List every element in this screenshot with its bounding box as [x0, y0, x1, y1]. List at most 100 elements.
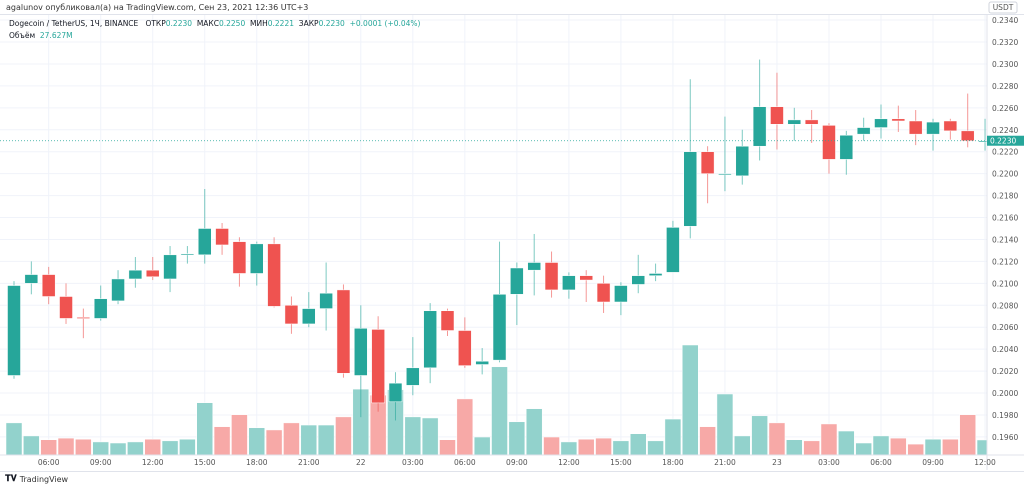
volume-bar: [682, 344, 699, 456]
candle-body: [232, 241, 247, 274]
volume-bar: [248, 427, 266, 456]
volume-bar: [629, 433, 647, 456]
price-tick-label: 0.2280: [992, 82, 1018, 91]
currency-label: USDT: [993, 3, 1014, 12]
volume-bar: [335, 416, 352, 456]
candle-body: [960, 130, 975, 141]
last-price-label: 0.2230: [990, 136, 1016, 145]
candle-body: [41, 274, 56, 297]
candle-body: [458, 330, 472, 366]
candle-body: [7, 285, 21, 376]
volume-bar: [213, 426, 231, 456]
volume-bar: [456, 398, 474, 456]
tradingview-logo-icon[interactable]: 𝐓𝐕: [5, 474, 17, 484]
volume-bar: [283, 422, 300, 456]
time-tick-label: 22: [356, 458, 366, 467]
volume-bar: [5, 422, 23, 456]
candle-body: [59, 296, 73, 319]
close-label: ЗАКР: [298, 19, 319, 28]
volume-bar: [57, 437, 75, 456]
volume-value: 27.627M: [39, 31, 73, 40]
candle-body: [544, 262, 559, 291]
candlestick-chart[interactable]: 0.1960 0.1980 0.2000 0.2020 0.2040 0.2060 0.20…: [0, 0, 1024, 472]
time-tick-label: 12:00: [142, 458, 164, 467]
volume-bar: [543, 436, 560, 456]
time-tick-label: 03:00: [402, 458, 424, 467]
grid-lines: [0, 15, 987, 455]
candles: [7, 59, 992, 421]
time-axis-ticks[interactable]: 06:00 09:00 12:00 15:00 18:00 21:00 22 03:00 06:…: [38, 458, 996, 467]
volume-bar: [23, 435, 40, 456]
low-label: МИН: [250, 19, 268, 28]
volume-label: Объём: [9, 31, 36, 40]
candle-body: [180, 253, 195, 256]
candle-body: [908, 120, 923, 135]
footer: 𝐓𝐕 TradingView: [5, 474, 68, 484]
price-tick-label: 0.2160: [992, 214, 1018, 223]
candle-body: [631, 275, 645, 285]
candle-body: [215, 228, 229, 246]
volume-bar: [109, 442, 127, 456]
volume-bar: [838, 430, 855, 456]
time-tick-label: 06:00: [454, 458, 476, 467]
candle-body: [440, 310, 455, 331]
volume-bar: [907, 443, 924, 456]
last-price-badge: [987, 135, 1024, 146]
candle-body: [354, 328, 368, 376]
candle-body: [510, 267, 524, 295]
symbol-title[interactable]: Dogecoin / TetherUS, 1Ч, BINANCE: [9, 19, 139, 28]
volume-bar: [75, 438, 92, 456]
candle-body: [145, 269, 160, 278]
price-tick-label: 0.2020: [992, 367, 1018, 376]
price-tick-label: 0.2340: [992, 16, 1018, 25]
time-tick-label: 18:00: [662, 458, 684, 467]
candle-body: [111, 278, 125, 302]
volume-bar: [265, 429, 283, 456]
time-tick-label: 18:00: [246, 458, 268, 467]
candle-body: [319, 292, 333, 309]
candle-body: [371, 329, 385, 404]
price-tick-label: 0.2040: [992, 345, 1018, 354]
candle-body: [492, 294, 507, 361]
candle-body: [388, 382, 403, 403]
low-value: 0.2221: [267, 19, 294, 28]
volume-bar: [699, 426, 716, 456]
candle-body: [874, 118, 888, 128]
volume-bar: [734, 435, 751, 456]
candle-body: [926, 121, 940, 135]
volume-bar: [942, 438, 959, 456]
time-tick-label: 15:00: [194, 458, 216, 467]
price-tick-label: 0.2000: [992, 389, 1018, 398]
candle-body: [163, 254, 177, 280]
volume-bar: [491, 366, 508, 456]
price-axis[interactable]: [987, 15, 1024, 455]
price-tick-label: 0.2260: [992, 104, 1018, 113]
volume-bar: [595, 437, 612, 456]
time-tick-label: 09:00: [506, 458, 528, 467]
candle-body: [943, 120, 958, 132]
candle-body: [475, 360, 489, 365]
candle-body: [614, 285, 628, 303]
time-tick-label: 15:00: [610, 458, 632, 467]
brand-name[interactable]: TradingView: [19, 474, 69, 484]
volume-bar: [577, 438, 595, 456]
candle-body: [770, 106, 784, 125]
volume-bar: [421, 417, 439, 456]
price-tick-label: 0.2200: [992, 170, 1018, 179]
candle-body: [336, 289, 351, 374]
time-tick-label: 12:00: [558, 458, 580, 467]
time-tick-label: 06:00: [870, 458, 892, 467]
candle-body: [562, 275, 576, 291]
candle-body: [302, 308, 316, 325]
volume-bar: [803, 440, 820, 456]
candle-body: [735, 145, 750, 177]
price-tick-label: 0.2100: [992, 279, 1018, 288]
candle-body: [856, 127, 871, 135]
volume-bar: [144, 438, 161, 456]
candle-body: [579, 275, 593, 281]
volume-bar: [40, 439, 57, 456]
candle-body: [718, 173, 732, 176]
candle-body: [787, 119, 802, 125]
price-tick-label: 0.2320: [992, 38, 1018, 47]
volume-bar: [231, 414, 248, 456]
